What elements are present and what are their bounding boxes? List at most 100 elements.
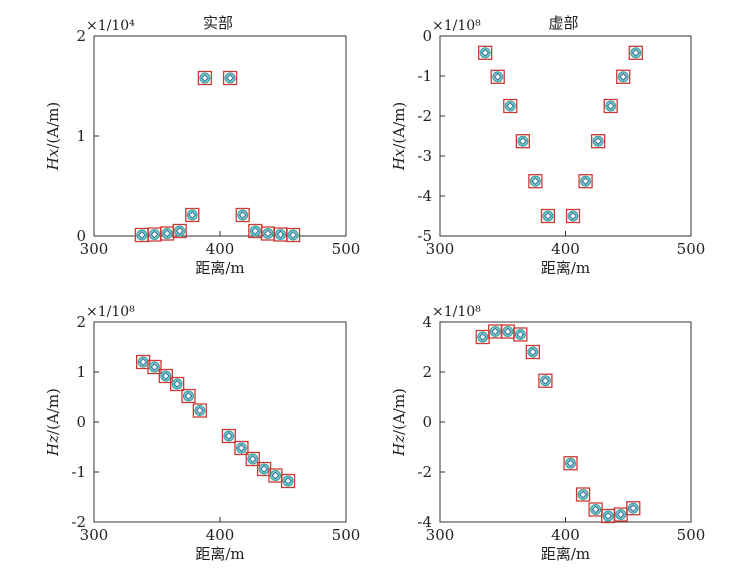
data-point bbox=[256, 461, 272, 477]
marker-diamond bbox=[150, 363, 159, 371]
x-tick-label: 400 bbox=[551, 240, 580, 258]
y-axis-label-unit: /(A/m) bbox=[390, 102, 408, 149]
data-point bbox=[172, 223, 187, 239]
marker-square bbox=[503, 98, 518, 114]
marker-diamond bbox=[528, 348, 537, 356]
data-point bbox=[503, 98, 518, 114]
data-point bbox=[601, 508, 616, 524]
y-axis-label-unit: /(A/m) bbox=[390, 388, 408, 435]
x-axis-label: 距离/m bbox=[541, 259, 590, 277]
exponent-label: ×1/10⁴ bbox=[86, 18, 135, 34]
data-point bbox=[603, 98, 618, 114]
marker-diamond bbox=[518, 137, 527, 146]
marker-square bbox=[170, 376, 185, 392]
marker-diamond bbox=[271, 471, 280, 480]
marker-square bbox=[528, 174, 543, 189]
marker-diamond bbox=[238, 211, 247, 219]
data-point bbox=[222, 70, 238, 86]
marker-square bbox=[185, 207, 200, 223]
data-point bbox=[528, 174, 543, 189]
marker-square bbox=[280, 473, 296, 489]
marker-diamond bbox=[579, 490, 587, 499]
data-point bbox=[578, 174, 593, 189]
y-axis-label: Hz/(A/m) bbox=[390, 388, 408, 457]
y-axis-label-unit: /(A/m) bbox=[44, 102, 62, 149]
x-tick-label: 300 bbox=[426, 240, 455, 258]
marker-diamond bbox=[531, 177, 540, 186]
x-tick-label: 400 bbox=[206, 526, 235, 544]
data-point bbox=[538, 373, 553, 388]
data-point bbox=[513, 327, 528, 342]
y-axis-label: Hx/(A/m) bbox=[390, 102, 408, 171]
x-tick-label: 300 bbox=[426, 526, 455, 544]
marker-diamond bbox=[631, 48, 640, 57]
marker-square bbox=[525, 344, 541, 360]
marker-diamond bbox=[616, 510, 625, 519]
marker-square bbox=[540, 208, 556, 224]
marker-diamond bbox=[619, 72, 628, 81]
y-tick-label: -2 bbox=[417, 463, 432, 481]
data-point bbox=[181, 388, 196, 404]
marker-square bbox=[197, 70, 213, 86]
marker-diamond bbox=[161, 372, 170, 380]
x-axis-label: 距离/m bbox=[195, 259, 244, 277]
marker-diamond bbox=[478, 333, 487, 341]
exponent-label: ×1/10⁸ bbox=[432, 304, 481, 320]
data-point bbox=[626, 501, 641, 516]
marker-square bbox=[234, 440, 249, 456]
data-point bbox=[590, 134, 606, 149]
marker-diamond bbox=[276, 230, 285, 239]
data-point bbox=[628, 45, 643, 60]
marker-diamond bbox=[200, 74, 209, 82]
data-point bbox=[134, 227, 150, 243]
data-point bbox=[197, 70, 213, 86]
marker-diamond bbox=[493, 72, 502, 81]
marker-diamond bbox=[251, 227, 260, 235]
chart-title: 实部 bbox=[203, 14, 233, 32]
plot-frame bbox=[439, 35, 692, 237]
x-tick-label: 400 bbox=[551, 526, 580, 544]
marker-diamond bbox=[594, 137, 603, 146]
x-axis-label: 距离/m bbox=[541, 545, 590, 563]
y-tick-label: -4 bbox=[417, 187, 432, 205]
marker-square bbox=[490, 69, 505, 84]
y-tick-label: -5 bbox=[417, 227, 432, 245]
data-point bbox=[540, 208, 556, 224]
marker-square bbox=[565, 208, 581, 224]
data-point bbox=[170, 376, 185, 392]
y-tick-label: -1 bbox=[71, 463, 86, 481]
y-tick-label: 0 bbox=[422, 27, 432, 45]
marker-diamond bbox=[541, 376, 550, 385]
data-point bbox=[285, 227, 301, 243]
marker-diamond bbox=[173, 380, 182, 388]
marker-diamond bbox=[175, 227, 184, 235]
x-tick-label: 300 bbox=[80, 240, 109, 258]
marker-diamond bbox=[226, 74, 234, 82]
marker-diamond bbox=[569, 212, 577, 220]
x-tick-label: 500 bbox=[332, 240, 361, 258]
y-tick-label: 0 bbox=[76, 413, 86, 431]
marker-square bbox=[181, 388, 196, 404]
y-tick-label: 1 bbox=[76, 127, 86, 145]
y-tick-label: -2 bbox=[71, 513, 86, 531]
data-point bbox=[273, 227, 288, 242]
y-tick-label: 2 bbox=[76, 27, 86, 45]
data-point bbox=[575, 487, 591, 502]
data-point bbox=[158, 368, 173, 384]
data-point bbox=[488, 324, 503, 339]
marker-square bbox=[222, 70, 238, 86]
marker-diamond bbox=[184, 392, 193, 400]
y-tick-label: 2 bbox=[422, 363, 432, 381]
x-axis-label: 距离/m bbox=[195, 545, 244, 563]
data-point bbox=[280, 473, 296, 489]
data-point bbox=[245, 451, 260, 467]
x-tick-label: 500 bbox=[332, 526, 361, 544]
marker-diamond bbox=[503, 327, 512, 336]
data-point bbox=[515, 134, 530, 149]
marker-square bbox=[515, 134, 530, 149]
marker-square bbox=[616, 69, 631, 84]
marker-diamond bbox=[544, 212, 552, 220]
